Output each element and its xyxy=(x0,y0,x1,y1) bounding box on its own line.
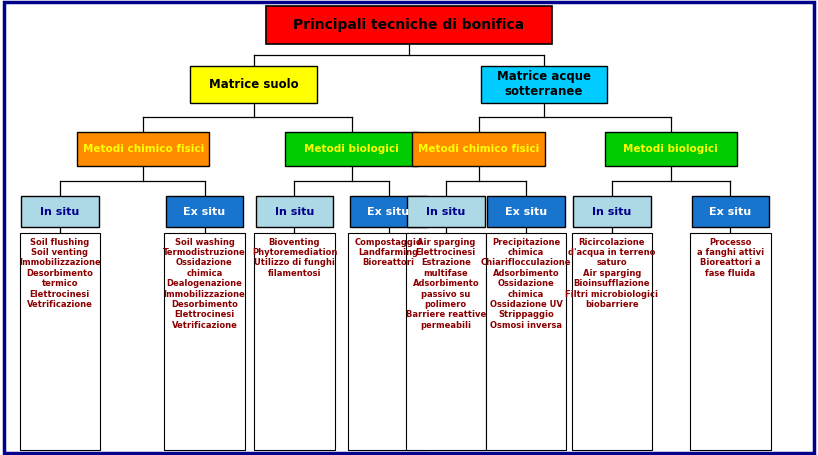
Text: Air sparging
Elettrocinesi
Estrazione
multifase
Adsorbimento
passivo su
polimero: Air sparging Elettrocinesi Estrazione mu… xyxy=(406,238,486,330)
Text: Ex situ: Ex situ xyxy=(709,207,752,217)
Text: Ex situ: Ex situ xyxy=(183,207,226,217)
Text: Principali tecniche di bonifica: Principali tecniche di bonifica xyxy=(294,18,524,32)
Text: In situ: In situ xyxy=(426,207,465,217)
Text: In situ: In situ xyxy=(40,207,79,217)
Text: Ex situ: Ex situ xyxy=(505,207,547,217)
Text: Ricircolazione
d'acqua in terreno
saturo
Air sparging
Bioinsufflazione
Filtri mi: Ricircolazione d'acqua in terreno saturo… xyxy=(565,238,658,309)
Text: Matrice suolo: Matrice suolo xyxy=(209,78,299,91)
Text: Processo
a fanghi attivi
Bioreattori a
fase fluida: Processo a fanghi attivi Bioreattori a f… xyxy=(697,238,764,278)
Text: Ex situ: Ex situ xyxy=(367,207,410,217)
FancyBboxPatch shape xyxy=(690,233,771,450)
FancyBboxPatch shape xyxy=(350,196,427,227)
Text: Metodi biologici: Metodi biologici xyxy=(304,144,399,154)
Text: Soil washing
Termodistruzione
Ossidazione
chimica
Dealogenazione
Immobilizzazion: Soil washing Termodistruzione Ossidazion… xyxy=(163,238,246,330)
FancyBboxPatch shape xyxy=(348,233,429,450)
FancyBboxPatch shape xyxy=(164,233,245,450)
Text: Soil flushing
Soil venting
Immobilizzazione
Desorbimento
termico
Elettrocinesi
V: Soil flushing Soil venting Immobilizzazi… xyxy=(19,238,101,309)
Text: Matrice acque
sotterranee: Matrice acque sotterranee xyxy=(497,70,591,98)
FancyBboxPatch shape xyxy=(572,233,652,450)
FancyBboxPatch shape xyxy=(406,233,486,450)
Text: In situ: In situ xyxy=(275,207,314,217)
Text: Metodi biologici: Metodi biologici xyxy=(623,144,718,154)
FancyBboxPatch shape xyxy=(285,132,418,166)
FancyBboxPatch shape xyxy=(77,132,209,166)
Text: In situ: In situ xyxy=(592,207,631,217)
Text: Metodi chimico fisici: Metodi chimico fisici xyxy=(418,144,539,154)
FancyBboxPatch shape xyxy=(255,196,334,227)
FancyBboxPatch shape xyxy=(190,66,317,103)
FancyBboxPatch shape xyxy=(165,196,244,227)
FancyBboxPatch shape xyxy=(481,66,607,103)
FancyBboxPatch shape xyxy=(605,132,737,166)
Text: Compostaggio
Landfarming
Bioreattori: Compostaggio Landfarming Bioreattori xyxy=(355,238,422,267)
FancyBboxPatch shape xyxy=(254,233,335,450)
FancyBboxPatch shape xyxy=(573,196,650,227)
FancyBboxPatch shape xyxy=(20,233,100,450)
FancyBboxPatch shape xyxy=(486,233,566,450)
FancyBboxPatch shape xyxy=(407,196,484,227)
Text: Precipitazione
chimica
Chiariflocculazione
Adsorbimento
Ossidazione
chimica
Ossi: Precipitazione chimica Chiariflocculazio… xyxy=(481,238,571,330)
FancyBboxPatch shape xyxy=(20,196,98,227)
FancyBboxPatch shape xyxy=(488,196,564,227)
FancyBboxPatch shape xyxy=(412,132,545,166)
Text: Metodi chimico fisici: Metodi chimico fisici xyxy=(83,144,204,154)
Text: Bioventing
Phytoremediation
Utilizzo di funghi
filamentosi: Bioventing Phytoremediation Utilizzo di … xyxy=(252,238,337,278)
FancyBboxPatch shape xyxy=(266,6,552,45)
FancyBboxPatch shape xyxy=(692,196,769,227)
